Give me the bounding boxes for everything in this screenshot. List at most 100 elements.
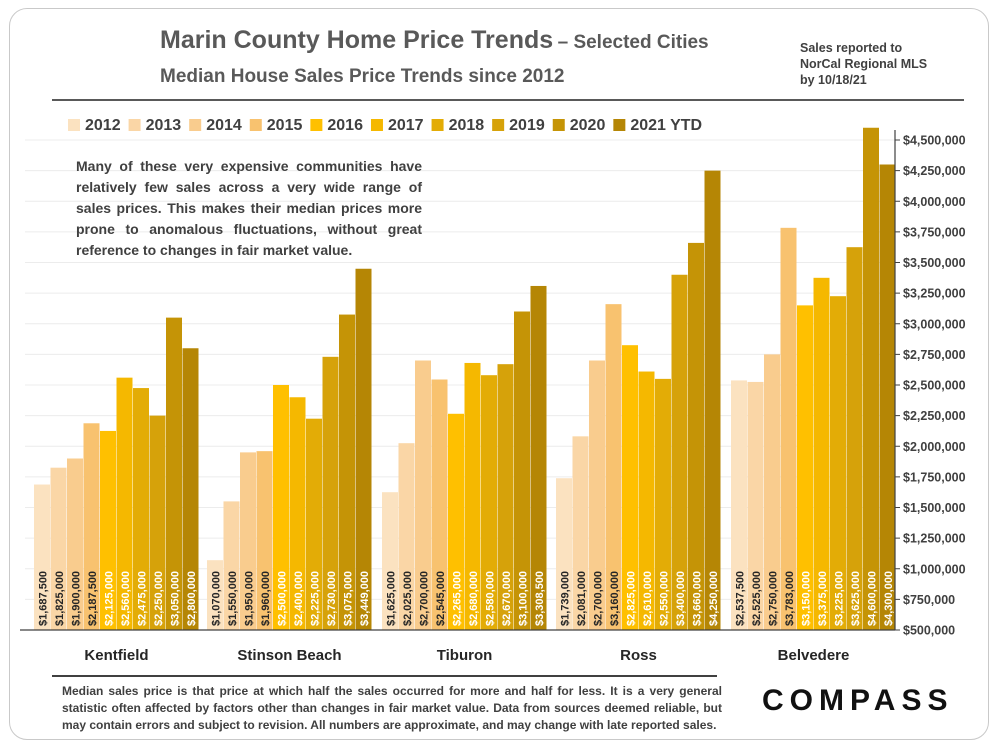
- y-tick-label: $1,750,000: [903, 470, 966, 484]
- bar: [572, 436, 589, 630]
- bar-value-label: $1,900,000: [70, 571, 82, 626]
- bar-value-label: $2,025,000: [402, 571, 414, 626]
- legend-label: 2021 YTD: [630, 117, 702, 134]
- y-tick-label: $2,500,000: [903, 379, 966, 393]
- bar-value-label: $1,687,500: [37, 571, 49, 626]
- bar-value-label: $1,739,000: [559, 571, 571, 626]
- y-tick-label: $2,250,000: [903, 409, 966, 423]
- bar-value-label: $3,225,000: [833, 571, 845, 626]
- callout-text: Many of these very expensive communities…: [76, 158, 422, 258]
- y-tick-label: $3,000,000: [903, 317, 966, 331]
- bar: [166, 317, 182, 630]
- x-category-label: Belvedere: [778, 647, 850, 664]
- y-tick-label: $1,000,000: [903, 562, 966, 576]
- y-tick-label: $1,500,000: [903, 501, 966, 515]
- legend-swatch: [249, 119, 262, 131]
- bar: [671, 274, 688, 630]
- x-category-label: Kentfield: [84, 647, 148, 664]
- bar-value-label: $2,750,000: [767, 571, 779, 626]
- bar-value-label: $3,400,000: [675, 571, 687, 626]
- bar: [497, 364, 514, 630]
- bar: [780, 227, 797, 630]
- bar-value-label: $2,187,500: [87, 571, 99, 626]
- bar-value-label: $2,670,000: [501, 571, 513, 626]
- bar-value-label: $2,730,000: [326, 571, 338, 626]
- bar-value-label: $2,610,000: [642, 571, 654, 626]
- bar: [797, 305, 813, 630]
- bar: [846, 247, 863, 630]
- compass-logo: COMPASS: [762, 684, 954, 717]
- bar: [240, 452, 256, 630]
- bar: [731, 380, 747, 630]
- x-category-label: Ross: [620, 647, 657, 664]
- bar: [306, 418, 322, 630]
- bar: [256, 451, 273, 630]
- legend-label: 2014: [206, 117, 242, 134]
- bar-value-label: $2,825,000: [625, 571, 637, 626]
- bar-value-label: $2,700,000: [592, 571, 604, 626]
- bar: [207, 560, 223, 630]
- chart-subtitle: Median House Sales Price Trends since 20…: [160, 66, 565, 87]
- bar: [50, 467, 67, 630]
- bar: [100, 430, 116, 630]
- legend-swatch: [370, 119, 383, 131]
- y-tick-label: $4,000,000: [903, 195, 966, 209]
- legend-label: 2016: [327, 117, 363, 134]
- bar: [289, 397, 306, 630]
- legend-label: 2015: [267, 117, 303, 134]
- bar: [149, 415, 166, 630]
- bar-value-label: $3,375,000: [817, 571, 829, 626]
- bar: [322, 356, 339, 630]
- y-tick-label: $4,250,000: [903, 164, 966, 178]
- x-category-label: Tiburon: [437, 647, 493, 664]
- bar-value-label: $2,125,000: [103, 571, 115, 626]
- bar-value-label: $2,500,000: [276, 571, 288, 626]
- y-tick-label: $500,000: [903, 624, 955, 638]
- bar: [464, 362, 481, 630]
- legend-label: 2017: [388, 117, 424, 134]
- bar: [481, 375, 497, 630]
- bar: [830, 296, 846, 630]
- footnote: Median sales price is that price at whic…: [62, 684, 722, 732]
- bar: [655, 378, 671, 630]
- bar-value-label: $2,537,500: [734, 571, 746, 626]
- bar-value-label: $3,150,000: [800, 571, 812, 626]
- bar-value-label: $1,550,000: [227, 571, 239, 626]
- bar: [382, 492, 398, 630]
- bar: [704, 170, 721, 630]
- bar-value-label: $2,265,000: [451, 571, 463, 626]
- bar-value-label: $3,783,000: [784, 571, 796, 626]
- legend-swatch: [68, 119, 80, 131]
- bar-value-label: $1,070,000: [210, 571, 222, 626]
- bar-value-label: $1,960,000: [260, 571, 272, 626]
- bar: [398, 443, 415, 630]
- legend-swatch: [552, 119, 565, 131]
- x-category-label: Stinson Beach: [237, 647, 341, 664]
- legend-swatch: [310, 119, 323, 131]
- bar: [116, 377, 133, 630]
- bar-value-label: $1,625,000: [385, 571, 397, 626]
- legend-label: 2020: [570, 117, 606, 134]
- bar: [879, 164, 896, 630]
- bar-value-label: $2,580,000: [484, 571, 496, 626]
- legend-label: 2012: [85, 117, 121, 134]
- legend-label: 2018: [449, 117, 485, 134]
- bar-value-label: $1,950,000: [243, 571, 255, 626]
- legend-swatch: [128, 119, 141, 131]
- footer-divider: [52, 675, 717, 677]
- y-tick-label: $2,000,000: [903, 440, 966, 454]
- header-divider: [52, 99, 964, 101]
- bar-value-label: $2,545,000: [435, 571, 447, 626]
- legend-swatch: [613, 119, 626, 131]
- bar: [589, 360, 605, 630]
- legend-swatch: [492, 119, 505, 131]
- bar-value-label: $3,050,000: [169, 571, 181, 626]
- legend-label: 2019: [509, 117, 545, 134]
- bar-value-label: $3,449,000: [359, 571, 371, 626]
- legend-swatch: [431, 119, 444, 131]
- source-note: Sales reported to NorCal Regional MLS by…: [800, 40, 970, 88]
- y-tick-label: $2,750,000: [903, 348, 966, 362]
- bar: [556, 478, 572, 630]
- bar-value-label: $2,225,000: [309, 571, 321, 626]
